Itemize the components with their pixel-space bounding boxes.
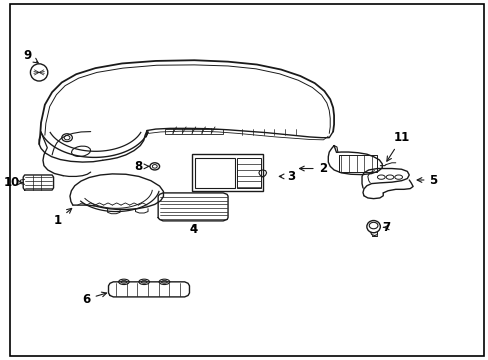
Text: 2: 2 xyxy=(299,162,326,175)
Text: 8: 8 xyxy=(134,160,148,173)
Text: 11: 11 xyxy=(386,131,409,161)
Text: 9: 9 xyxy=(23,49,38,63)
Text: 7: 7 xyxy=(382,221,389,234)
Bar xyxy=(236,158,260,188)
Text: 5: 5 xyxy=(416,174,437,186)
Text: 10: 10 xyxy=(3,176,22,189)
Bar xyxy=(191,154,263,192)
Bar xyxy=(165,129,223,134)
Text: 3: 3 xyxy=(279,170,294,183)
Text: 6: 6 xyxy=(82,292,106,306)
Text: 4: 4 xyxy=(189,223,197,236)
Text: 1: 1 xyxy=(54,208,72,227)
Bar xyxy=(195,158,234,188)
